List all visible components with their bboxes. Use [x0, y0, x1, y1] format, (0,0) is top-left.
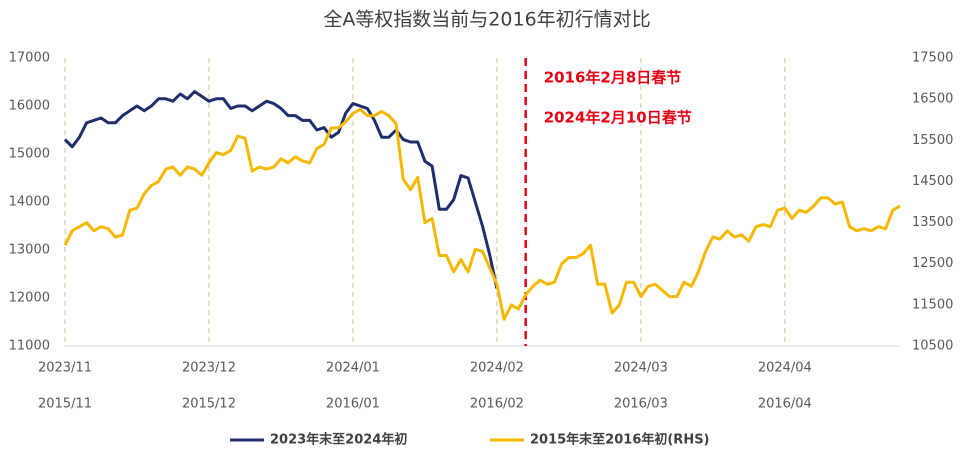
y2-tick-label: 11500	[912, 297, 953, 312]
x-tick-label-secondary: 2016/01	[326, 397, 380, 412]
x-tick-label-secondary: 2015/12	[182, 397, 236, 412]
y2-tick-label: 17500	[912, 51, 953, 66]
x-tick-label: 2024/01	[326, 361, 380, 376]
y-tick-label: 14000	[9, 195, 50, 210]
legend-label: 2023年末至2024年初	[270, 432, 407, 448]
y2-tick-label: 16500	[912, 92, 953, 107]
x-tick-label-secondary: 2015/11	[38, 397, 92, 412]
x-tick-label: 2024/04	[758, 361, 812, 376]
series-line	[63, 90, 499, 289]
annotation: 2024年2月10日春节	[544, 109, 692, 127]
y2-tick-label: 12500	[912, 256, 953, 271]
x-tick-label: 2024/02	[470, 361, 524, 376]
x-tick-label: 2023/12	[182, 361, 236, 376]
y-tick-label: 13000	[9, 243, 50, 258]
annotation: 2016年2月8日春节	[544, 69, 682, 87]
y2-tick-label: 14500	[912, 174, 953, 189]
x-tick-label: 2024/03	[614, 361, 668, 376]
x-tick-label-secondary: 2016/03	[614, 397, 668, 412]
y-tick-label: 11000	[9, 339, 50, 354]
y-tick-label: 15000	[9, 147, 50, 162]
y-tick-label: 17000	[9, 51, 50, 66]
y2-tick-label: 10500	[912, 339, 953, 354]
y2-tick-label: 15500	[912, 133, 953, 148]
y-tick-label: 16000	[9, 99, 50, 114]
x-tick-label-secondary: 2016/02	[470, 397, 524, 412]
series-line	[63, 107, 901, 321]
x-tick-label: 2023/11	[38, 361, 92, 376]
y-tick-label: 12000	[9, 291, 50, 306]
chart-title: 全A等权指数当前与2016年初行情对比	[323, 9, 650, 31]
y2-tick-label: 13500	[912, 215, 953, 230]
x-tick-label-secondary: 2016/04	[758, 397, 812, 412]
legend-label: 2015年末至2016年初(RHS)	[530, 432, 710, 448]
